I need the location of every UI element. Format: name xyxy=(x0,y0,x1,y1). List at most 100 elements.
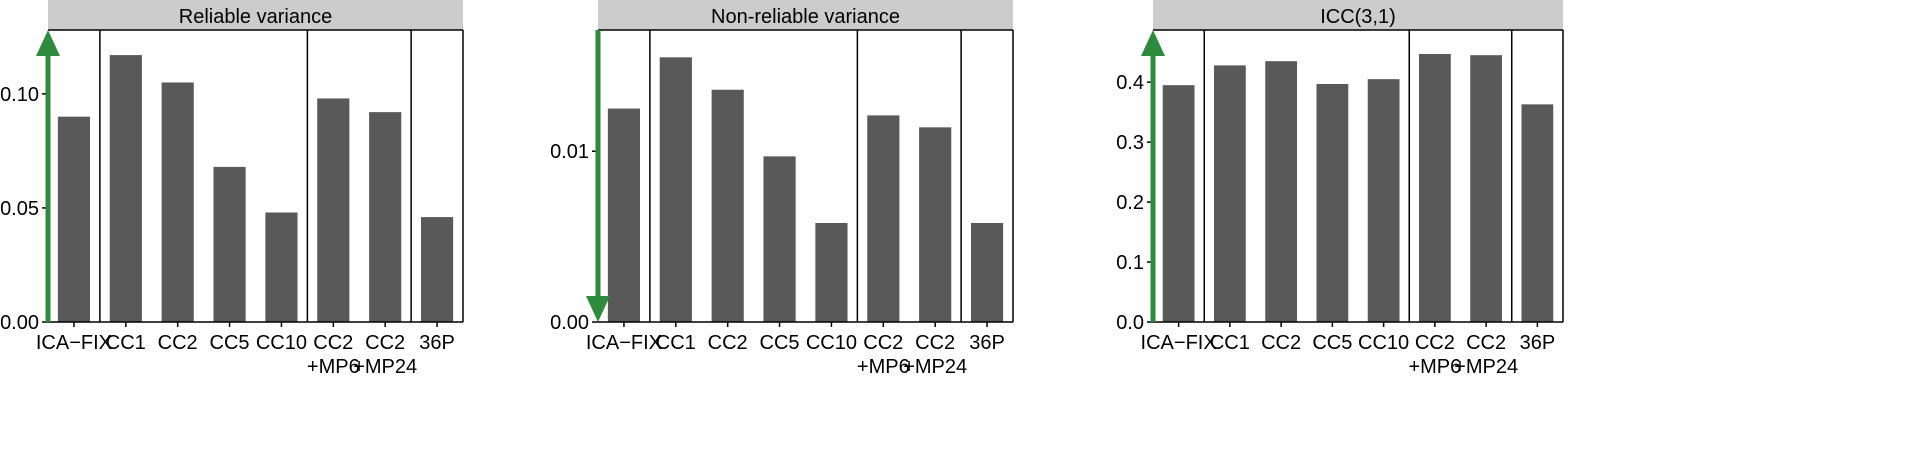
bar-4 xyxy=(763,156,796,322)
y-tick-label: 0.3 xyxy=(1116,132,1144,154)
x-tick-label: CC10 xyxy=(256,332,307,354)
x-tick-label: CC10 xyxy=(1358,332,1409,354)
bar-7 xyxy=(919,127,952,322)
x-tick-label-line: CC2 xyxy=(1466,332,1506,354)
bar-5 xyxy=(1367,79,1400,322)
x-tick-label-line: CC10 xyxy=(806,332,857,354)
x-tick-label: CC2 xyxy=(708,332,748,354)
x-tick-label: 36P xyxy=(969,332,1005,354)
title-strip xyxy=(598,0,1013,30)
x-tick-label-line: CC1 xyxy=(1210,332,1250,354)
x-tick-label-line: ICA−FIX xyxy=(586,332,662,354)
x-tick-label: CC5 xyxy=(1312,332,1352,354)
x-tick-label-line: CC2 xyxy=(313,332,353,354)
bar-1 xyxy=(57,116,91,322)
arrow-down-icon xyxy=(586,296,610,322)
x-tick-label-line: CC5 xyxy=(760,332,800,354)
bar-3 xyxy=(161,82,194,322)
x-tick-label: 36P xyxy=(419,332,455,354)
bar-5 xyxy=(815,222,848,322)
x-tick-label-line: CC2 xyxy=(915,332,955,354)
arrow-up-icon xyxy=(36,30,60,56)
bar-8 xyxy=(1521,104,1554,322)
x-tick-label: 36P xyxy=(1520,332,1556,354)
y-tick-label: 0.00 xyxy=(0,312,39,334)
y-tick-label: 0.2 xyxy=(1116,192,1144,214)
y-tick-label: 0.05 xyxy=(0,198,39,220)
x-tick-label-line: +MP24 xyxy=(903,356,967,378)
x-tick-label-line: CC5 xyxy=(210,332,250,354)
x-tick-label-line: CC2 xyxy=(1261,332,1301,354)
x-tick-label: CC2 +MP24 xyxy=(353,332,417,378)
y-tick-label: 0.01 xyxy=(550,141,589,163)
x-tick-label-line: +MP24 xyxy=(353,356,417,378)
x-tick-label-line: +MP6 xyxy=(857,356,910,378)
y-tick-label: 0.0 xyxy=(1116,312,1144,334)
x-tick-label: ICA−FIX xyxy=(36,332,112,354)
bar-3 xyxy=(711,89,744,322)
x-tick-label-line: 36P xyxy=(1520,332,1556,354)
x-tick-label-line: 36P xyxy=(419,332,455,354)
x-tick-label: CC2 xyxy=(1261,332,1301,354)
y-tick-label: 0.00 xyxy=(550,312,589,334)
chart-title: ICC(3,1) xyxy=(1320,6,1396,28)
x-tick-label-line: +MP24 xyxy=(1454,356,1518,378)
x-tick-label-line: CC2 xyxy=(365,332,405,354)
x-tick-label-line: CC10 xyxy=(1358,332,1409,354)
x-tick-label-line: 36P xyxy=(969,332,1005,354)
x-tick-label: CC2 xyxy=(158,332,198,354)
bar-1 xyxy=(1162,85,1195,322)
x-tick-label-line: +MP6 xyxy=(1408,356,1461,378)
bar-4 xyxy=(1316,83,1349,322)
bar-4 xyxy=(213,166,246,322)
x-tick-label-line: +MP6 xyxy=(307,356,360,378)
x-tick-label: CC1 xyxy=(106,332,146,354)
bar-7 xyxy=(369,112,402,322)
bar-2 xyxy=(1213,65,1246,323)
x-tick-label: ICA−FIX xyxy=(1141,332,1217,354)
bar-1 xyxy=(607,108,641,322)
x-tick-label: CC1 xyxy=(656,332,696,354)
bar-6 xyxy=(317,98,350,322)
chart-title: Non-reliable variance xyxy=(711,6,900,28)
x-tick-label-line: CC2 xyxy=(708,332,748,354)
x-tick-label: CC2 +MP24 xyxy=(903,332,967,378)
x-tick-label: CC2 +MP24 xyxy=(1454,332,1518,378)
x-tick-label: CC1 xyxy=(1210,332,1250,354)
x-tick-label: CC10 xyxy=(806,332,857,354)
x-tick-label-line: CC2 xyxy=(863,332,903,354)
bar-3 xyxy=(1265,61,1298,322)
bar-7 xyxy=(1470,55,1503,323)
bar-6 xyxy=(867,115,900,322)
bar-5 xyxy=(265,212,298,322)
x-tick-label: CC2 +MP6 xyxy=(307,332,360,378)
x-tick-label: ICA−FIX xyxy=(586,332,662,354)
x-tick-label-line: CC5 xyxy=(1312,332,1352,354)
bar-2 xyxy=(109,55,142,322)
x-tick-label-line: CC1 xyxy=(106,332,146,354)
title-strip xyxy=(48,0,463,30)
y-tick-label: 0.10 xyxy=(0,84,39,106)
bar-8 xyxy=(970,222,1004,322)
y-tick-label: 0.1 xyxy=(1116,252,1144,274)
x-tick-label-line: CC10 xyxy=(256,332,307,354)
x-tick-label: CC5 xyxy=(760,332,800,354)
x-tick-label-line: CC2 xyxy=(158,332,198,354)
chart-title: Reliable variance xyxy=(179,6,332,28)
x-tick-label-line: ICA−FIX xyxy=(1141,332,1217,354)
y-tick-label: 0.4 xyxy=(1116,72,1144,94)
x-tick-label-line: CC2 xyxy=(1415,332,1455,354)
arrow-up-icon xyxy=(1141,30,1165,56)
x-tick-label-line: CC1 xyxy=(656,332,696,354)
x-tick-label: CC5 xyxy=(210,332,250,354)
x-tick-label: CC2 +MP6 xyxy=(857,332,910,378)
bar-8 xyxy=(420,217,454,322)
title-strip xyxy=(1153,0,1563,30)
bar-2 xyxy=(659,57,692,323)
x-tick-label-line: ICA−FIX xyxy=(36,332,112,354)
bar-6 xyxy=(1418,53,1451,322)
